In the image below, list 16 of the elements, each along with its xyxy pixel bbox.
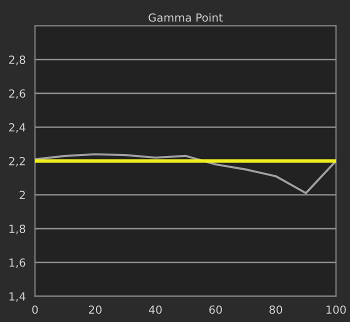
y-tick-label: 2,2	[9, 156, 25, 167]
y-tick-label: 2,8	[9, 56, 26, 66]
x-tick-label: 0	[32, 305, 38, 314]
y-tick-label: 1,6	[10, 258, 26, 268]
x-tick-label: 60	[209, 305, 222, 314]
y-tick-label: 1,4	[10, 292, 26, 302]
x-tick-label: 40	[148, 305, 162, 314]
y-tick-label: 2,6	[9, 89, 26, 99]
x-tick-label: 80	[269, 305, 282, 314]
line-series	[35, 153, 336, 194]
y-tick-label: 2,4	[9, 123, 26, 133]
x-tick-label: 100	[326, 305, 346, 314]
chart-title: Gamma Point	[148, 13, 223, 22]
y-tick-label: 1,8	[10, 224, 26, 234]
x-tick-label: 20	[88, 305, 102, 314]
y-tick-label: 2	[20, 190, 25, 200]
